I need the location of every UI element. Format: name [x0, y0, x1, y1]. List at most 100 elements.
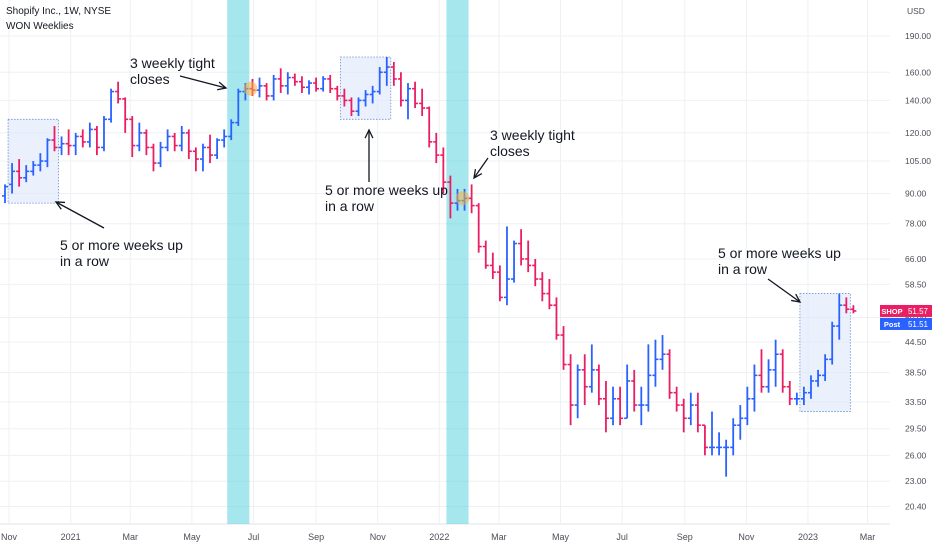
ohlc-bar: [270, 74, 277, 101]
annotation-arrow: [767, 278, 801, 303]
axis-unit-label: USD: [907, 6, 925, 16]
y-tick-label: 50.00: [905, 312, 927, 322]
ohlc-bar: [786, 380, 793, 406]
ohlc-bar: [836, 293, 843, 340]
ohlc-bar: [404, 83, 411, 120]
symbol-title[interactable]: Shopify Inc., 1W, NYSE: [6, 6, 112, 17]
ohlc-bar: [560, 326, 567, 370]
ohlc-bar: [765, 359, 772, 393]
x-tick-label: 2022: [429, 532, 449, 542]
highlight-band: [227, 0, 250, 524]
post-price-tag-value-bg: [905, 317, 932, 330]
time-axis[interactable]: Nov 2021 Mar May Jul Sep Nov 2022 Mar May Jul Sep No…: [1, 532, 875, 542]
annotation-line: in a row: [60, 253, 110, 269]
price-axis[interactable]: USD 190.00 160.00 140.00 120.00 105.00 90.00 78…: [880, 6, 932, 511]
ohlc-bar: [631, 369, 638, 412]
ohlc-bar: [737, 405, 744, 440]
pattern-box: [339, 56, 392, 120]
annotation-line: closes: [490, 143, 530, 159]
ohlc-bar: [595, 364, 602, 406]
annotation-arrow-head: [791, 293, 802, 303]
y-tick-label: 29.50: [905, 424, 927, 434]
ohlc-bar: [723, 439, 730, 477]
ohlc-bar: [23, 165, 30, 183]
ohlc-bar: [567, 354, 574, 426]
ohlc-bar: [115, 81, 122, 104]
ohlc-bar: [207, 134, 214, 164]
ohlc-bar: [624, 364, 631, 420]
highlight-bands: [227, 0, 469, 524]
ohlc-bar: [822, 354, 829, 381]
tight-closes-marker: [455, 191, 470, 206]
ohlc-bar: [72, 132, 79, 156]
post-price-tag-label-bg: [880, 317, 905, 330]
ohlc-bar: [348, 97, 355, 117]
ohlc-bar: [518, 229, 525, 266]
ohlc-bar: [355, 97, 362, 117]
y-tick-label: 105.00: [905, 156, 931, 166]
y-tick-label: 90.00: [905, 189, 927, 199]
ohlc-bar: [228, 119, 235, 141]
ohlc-bar: [313, 77, 320, 92]
ohlc-bar: [815, 369, 822, 387]
ohlc-bar: [638, 386, 645, 426]
ohlc-bar: [37, 153, 44, 172]
ohlc-bar: [412, 81, 419, 109]
x-tick-label: May: [183, 532, 201, 542]
ohlc-bar: [44, 138, 51, 168]
ohlc-bar: [369, 85, 376, 104]
y-tick-label: 120.00: [905, 128, 931, 138]
ohlc-bar: [79, 129, 86, 148]
ohlc-bar: [157, 141, 164, 168]
ohlc-bar: [645, 344, 652, 412]
ohlc-bar: [843, 297, 850, 314]
annotation-line: 5 or more weeks up: [60, 237, 183, 253]
ohlc-bar: [376, 67, 383, 95]
tight-closes-marker: [243, 81, 258, 96]
x-tick-label: Nov: [1, 532, 18, 542]
pattern-box: [799, 293, 851, 412]
ohlc-bar: [51, 125, 58, 152]
ohlc-bar: [100, 116, 107, 152]
ohlc-bar: [164, 129, 171, 152]
ohlc-bar: [652, 339, 659, 387]
ohlc-bar: [447, 175, 454, 219]
ohlc-bar: [306, 80, 313, 95]
indicator-name[interactable]: WON Weeklies: [6, 21, 74, 32]
ohlc-bar: [86, 122, 93, 148]
ohlc-bar: [532, 258, 539, 287]
ohlc-bar: [291, 73, 298, 86]
tight-close-markers: [243, 81, 470, 206]
ohlc-bar: [716, 432, 723, 456]
y-tick-label: 66.00: [905, 254, 927, 264]
ohlc-bar: [277, 68, 284, 94]
last-price-tag-label-bg: [880, 304, 905, 317]
ohlc-bar: [58, 136, 65, 156]
ohlc-bar: [779, 349, 786, 393]
annotation-arrow-head: [364, 128, 374, 139]
ohlc-bar: [730, 418, 737, 456]
annotation-line: 5 or more weeks up: [718, 245, 841, 261]
ohlc-bar: [256, 77, 263, 98]
x-tick-label: Nov: [370, 532, 387, 542]
annotation-weeks-up-2: 5 or more weeks up in a row: [325, 182, 448, 214]
y-tick-label: 23.00: [905, 476, 927, 486]
ohlc-bar: [178, 125, 185, 152]
annotation-line: in a row: [718, 261, 768, 277]
annotation-line: 3 weekly tight: [130, 55, 215, 71]
ohlc-bar: [617, 386, 624, 426]
ohlc-bar: [320, 76, 327, 92]
ohlc-bars: [2, 57, 857, 477]
ohlc-bar: [362, 90, 369, 107]
ohlc-bar: [284, 72, 291, 95]
y-tick-label: 38.50: [905, 368, 927, 378]
ohlc-bar: [16, 159, 23, 187]
ohlc-bar: [185, 129, 192, 160]
ohlc-bar: [687, 392, 694, 426]
ohlc-bar: [574, 364, 581, 419]
ohlc-bar: [694, 392, 701, 433]
annotation-arrow-head: [473, 169, 483, 180]
ohlc-bar: [192, 147, 199, 172]
